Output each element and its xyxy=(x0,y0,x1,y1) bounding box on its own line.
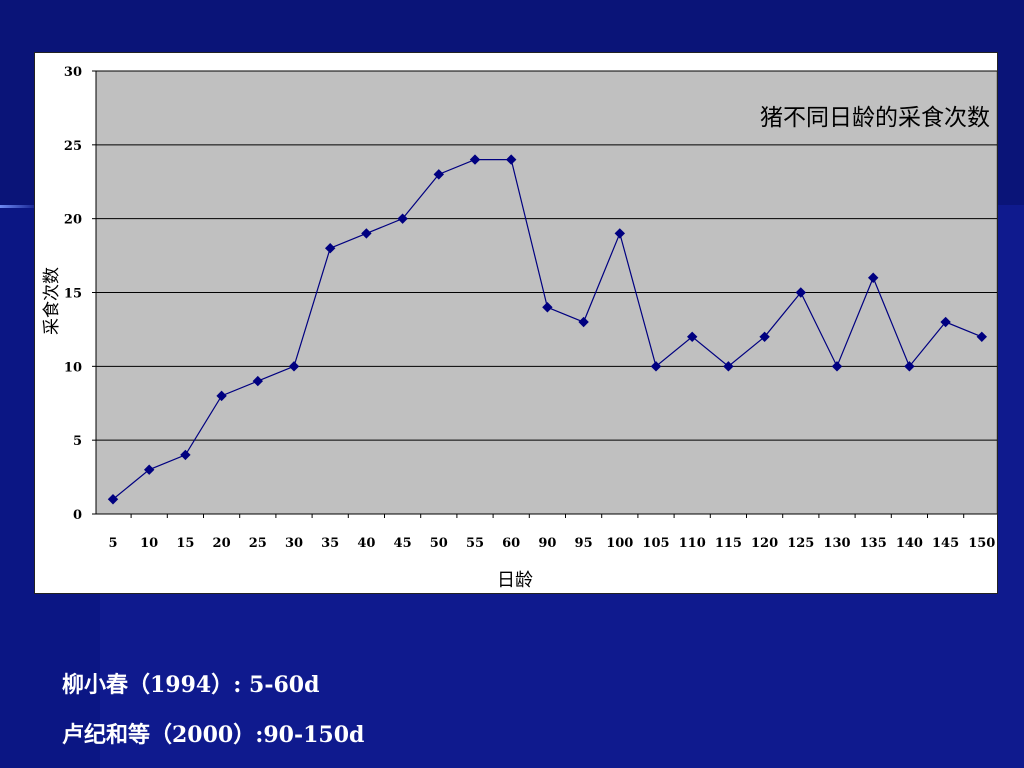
data-point xyxy=(795,287,807,298)
y-tick-label: 30 xyxy=(64,65,82,80)
x-tick-label: 35 xyxy=(321,536,339,551)
x-axis-label: 日龄 xyxy=(497,570,533,591)
data-point xyxy=(324,242,336,254)
x-tick-label: 55 xyxy=(466,536,484,551)
x-tick-label: 60 xyxy=(502,536,520,551)
x-tick-label: 150 xyxy=(968,536,995,551)
data-point xyxy=(180,449,191,461)
x-tick-label: 30 xyxy=(285,536,303,551)
x-tick-label: 40 xyxy=(357,536,375,551)
chart-frame: 0 5 10 15 20 25 30 5 10 15 20 25 30 35 40 45 50 55 60 90 95… xyxy=(34,52,998,594)
data-point xyxy=(361,228,372,239)
background-accent-line xyxy=(0,205,40,208)
x-tick-label: 50 xyxy=(430,536,448,551)
x-tick-label: 15 xyxy=(176,536,194,551)
x-tick-label: 20 xyxy=(213,536,231,551)
data-point xyxy=(216,390,227,402)
data-point xyxy=(940,316,951,328)
data-point xyxy=(469,154,481,165)
data-point xyxy=(723,361,734,372)
data-point xyxy=(686,331,698,343)
y-axis-label: 采食次数 xyxy=(42,267,62,335)
data-point xyxy=(831,361,843,372)
caption-source-1: 柳小春（1994）: 5-60d xyxy=(62,672,320,698)
x-tick-label: 135 xyxy=(860,536,887,551)
x-tick-label: 110 xyxy=(679,536,706,551)
x-tick-label: 145 xyxy=(932,536,959,551)
x-tick-label: 95 xyxy=(575,536,593,551)
data-point xyxy=(976,331,988,343)
caption-source-2: 卢纪和等（2000）:90-150d xyxy=(62,722,365,748)
x-tick-label: 100 xyxy=(606,536,633,551)
x-tick-label: 140 xyxy=(896,536,923,551)
x-tick-label: 90 xyxy=(538,536,556,551)
data-point xyxy=(650,361,662,372)
data-point xyxy=(505,154,517,165)
data-point xyxy=(143,464,155,475)
data-point xyxy=(288,361,300,372)
y-tick-label: 10 xyxy=(64,360,82,375)
y-tick-label: 0 xyxy=(73,508,82,523)
x-tick-label: 105 xyxy=(642,536,669,551)
x-tick-label: 130 xyxy=(823,536,850,551)
y-tick-label: 5 xyxy=(73,434,82,449)
y-tick-label: 15 xyxy=(64,287,82,302)
x-tick-label: 5 xyxy=(108,536,117,551)
line-chart: 0 5 10 15 20 25 30 5 10 15 20 25 30 35 40 45 50 55 60 90 95… xyxy=(42,65,997,591)
x-tick-label: 120 xyxy=(751,536,778,551)
chart-title: 猪不同日龄的采食次数 xyxy=(760,105,990,131)
y-tick-label: 25 xyxy=(64,139,82,154)
x-tick-label: 45 xyxy=(394,536,412,551)
x-tick-label: 25 xyxy=(249,536,267,551)
data-point xyxy=(867,272,879,283)
x-tick-label: 125 xyxy=(787,536,814,551)
x-tick-label: 10 xyxy=(140,536,158,551)
data-point xyxy=(759,331,770,343)
data-point xyxy=(542,302,553,313)
data-point xyxy=(107,494,119,505)
y-tick-label: 20 xyxy=(64,213,82,228)
data-point xyxy=(433,169,445,180)
x-tick-label: 115 xyxy=(715,536,742,551)
data-point xyxy=(578,316,589,328)
data-point xyxy=(904,361,915,372)
data-point xyxy=(252,375,264,387)
data-point xyxy=(397,213,408,224)
data-point xyxy=(614,228,626,239)
